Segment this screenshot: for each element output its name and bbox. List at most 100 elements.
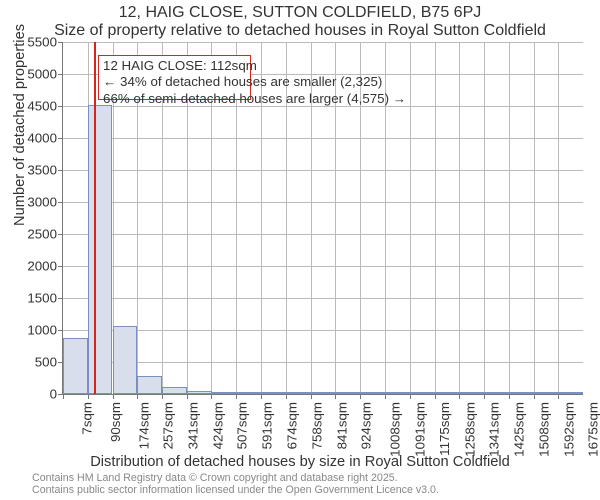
y-gridline: [63, 298, 583, 299]
x-gridline: [410, 42, 411, 394]
x-tick-label: 507sqm: [235, 402, 250, 449]
x-tick-mark: [211, 394, 212, 399]
histogram-bar: [509, 392, 534, 394]
x-tick-label: 1675sqm: [586, 402, 600, 457]
x-tick-label: 1258sqm: [462, 402, 477, 457]
x-tick-mark: [88, 394, 89, 399]
histogram-bar: [211, 392, 236, 394]
x-axis-label: Distribution of detached houses by size …: [0, 454, 600, 470]
y-axis-label: Number of detached properties: [12, 24, 28, 226]
y-tick-label: 2500: [27, 227, 63, 242]
x-tick-label: 174sqm: [136, 402, 151, 449]
y-gridline: [63, 138, 583, 139]
histogram-bar: [286, 392, 311, 394]
x-tick-mark: [63, 394, 64, 399]
histogram-bar: [162, 387, 187, 394]
y-tick-label: 3500: [27, 163, 63, 178]
histogram-bar: [88, 105, 113, 394]
x-tick-mark: [360, 394, 361, 399]
x-tick-mark: [113, 394, 114, 399]
highlight-line: [94, 42, 96, 394]
histogram-bar: [360, 392, 385, 394]
y-gridline: [63, 202, 583, 203]
x-tick-label: 674sqm: [285, 402, 300, 449]
x-tick-mark: [459, 394, 460, 399]
x-tick-label: 1425sqm: [512, 402, 527, 457]
x-tick-label: 1008sqm: [388, 402, 403, 457]
x-tick-mark: [286, 394, 287, 399]
annotation-box: 12 HAIG CLOSE: 112sqm← 34% of detached h…: [98, 55, 251, 100]
y-tick-label: 5500: [27, 35, 63, 50]
histogram-bar: [435, 392, 460, 394]
footer-line1: Contains HM Land Registry data © Crown c…: [32, 472, 439, 484]
y-gridline: [63, 42, 583, 43]
x-tick-label: 424sqm: [211, 402, 226, 449]
y-gridline: [63, 234, 583, 235]
y-tick-label: 500: [35, 355, 63, 370]
y-gridline: [63, 170, 583, 171]
annotation-line1: 12 HAIG CLOSE: 112sqm: [103, 58, 246, 75]
x-tick-label: 90sqm: [108, 402, 123, 442]
histogram-bar: [484, 392, 509, 394]
x-tick-label: 758sqm: [310, 402, 325, 449]
y-tick-label: 5000: [27, 67, 63, 82]
x-tick-mark: [236, 394, 237, 399]
chart-container: 12, HAIG CLOSE, SUTTON COLDFIELD, B75 6P…: [0, 0, 600, 500]
x-tick-label: 1091sqm: [412, 402, 427, 457]
chart-title-line1: 12, HAIG CLOSE, SUTTON COLDFIELD, B75 6P…: [0, 4, 600, 22]
x-tick-label: 1341sqm: [487, 402, 502, 457]
annotation-line2: ← 34% of detached houses are smaller (2,…: [103, 74, 246, 91]
y-gridline: [63, 266, 583, 267]
histogram-bar: [385, 392, 410, 394]
x-tick-mark: [162, 394, 163, 399]
y-tick-label: 3000: [27, 195, 63, 210]
x-tick-label: 1508sqm: [536, 402, 551, 457]
x-gridline: [484, 42, 485, 394]
y-gridline: [63, 362, 583, 363]
histogram-bar: [113, 326, 138, 394]
x-tick-label: 591sqm: [260, 402, 275, 449]
x-tick-mark: [509, 394, 510, 399]
x-tick-mark: [311, 394, 312, 399]
y-tick-label: 2000: [27, 259, 63, 274]
x-tick-mark: [187, 394, 188, 399]
x-tick-mark: [410, 394, 411, 399]
histogram-bar: [137, 376, 162, 394]
y-tick-label: 1000: [27, 323, 63, 338]
histogram-bar: [187, 391, 212, 394]
plot-area: 0500100015002000250030003500400045005000…: [62, 42, 583, 395]
x-tick-mark: [435, 394, 436, 399]
x-tick-label: 7sqm: [79, 402, 94, 435]
footer-line2: Contains public sector information licen…: [32, 484, 439, 496]
histogram-bar: [261, 392, 286, 394]
x-tick-mark: [534, 394, 535, 399]
y-gridline: [63, 330, 583, 331]
y-tick-label: 4000: [27, 131, 63, 146]
footer-attribution: Contains HM Land Registry data © Crown c…: [32, 472, 439, 496]
x-tick-mark: [558, 394, 559, 399]
histogram-bar: [459, 392, 484, 394]
histogram-bar: [311, 392, 336, 394]
x-gridline: [459, 42, 460, 394]
histogram-bar: [534, 392, 559, 394]
x-tick-mark: [385, 394, 386, 399]
histogram-bar: [335, 392, 360, 394]
x-tick-mark: [335, 394, 336, 399]
x-tick-mark: [137, 394, 138, 399]
histogram-bar: [410, 392, 435, 394]
x-tick-label: 1592sqm: [561, 402, 576, 457]
annotation-line3: 66% of semi-detached houses are larger (…: [103, 91, 246, 108]
x-gridline: [509, 42, 510, 394]
histogram-bar: [558, 392, 583, 394]
x-tick-mark: [261, 394, 262, 399]
y-tick-label: 0: [50, 387, 63, 402]
y-tick-label: 4500: [27, 99, 63, 114]
chart-title-line2: Size of property relative to detached ho…: [0, 22, 600, 40]
x-tick-label: 341sqm: [186, 402, 201, 449]
y-tick-label: 1500: [27, 291, 63, 306]
x-tick-label: 1175sqm: [437, 402, 452, 456]
x-tick-label: 841sqm: [334, 402, 349, 449]
x-tick-label: 924sqm: [359, 402, 374, 449]
histogram-bar: [236, 392, 261, 394]
x-tick-mark: [484, 394, 485, 399]
